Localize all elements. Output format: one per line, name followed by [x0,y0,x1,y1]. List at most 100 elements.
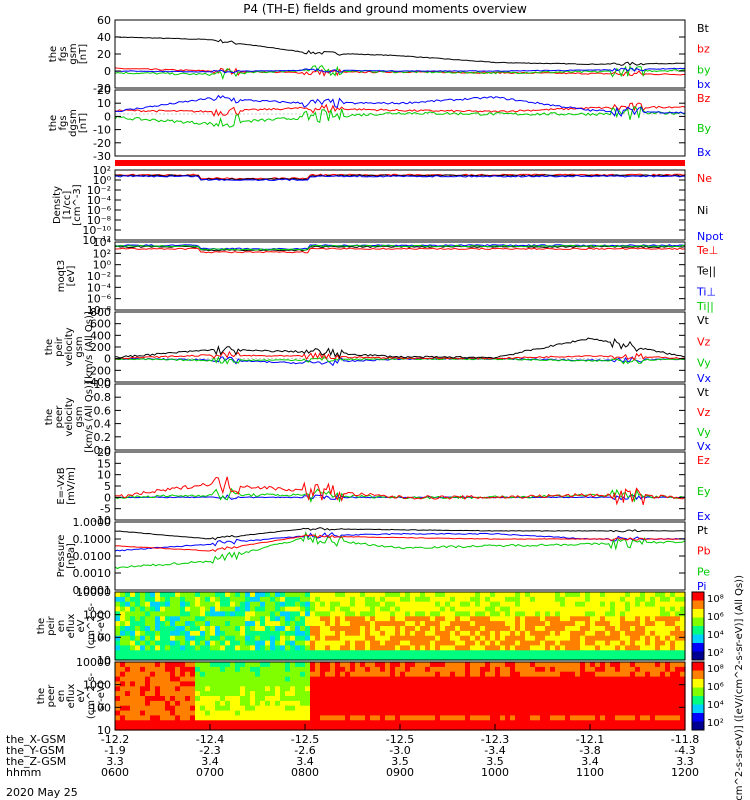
spectrogram-cell [320,671,326,678]
spectrogram-cell [590,710,596,717]
spectrogram-cell [430,725,436,731]
spectrogram-cell [530,700,536,707]
spectrogram-cell [435,725,441,731]
spectrogram-cell [250,596,256,603]
spectrogram-cell [125,715,131,721]
spectrogram-cell [630,635,636,642]
spectrogram-cell [195,700,201,707]
spectrogram-cell [475,700,481,707]
spectrogram-cell [460,662,466,668]
spectrogram-cell [500,725,506,731]
spectrogram-cell [150,621,156,627]
legend-entry: Bx [697,146,712,159]
spectrogram-cell [145,611,151,617]
spectrogram-cell [450,681,456,687]
spectrogram-cell [190,700,196,707]
spectrogram-cell [530,686,536,692]
spectrogram-cell [415,606,421,613]
y-tick-label: 1000 [83,609,111,622]
spectrogram-cell [450,671,456,678]
spectrogram-cell [605,592,611,598]
spectrogram-cell [590,691,596,697]
spectrogram-cell [360,601,366,608]
spectrogram-cell [135,725,141,731]
spectrogram-cell [450,720,456,726]
spectrogram-cell [170,671,176,678]
spectrogram-cell [350,611,356,617]
spectrogram-cell [330,635,336,642]
spectrogram-cell [330,630,336,637]
spectrogram-cell [145,671,151,678]
spectrogram-cell [535,621,541,627]
spectrogram-cell [145,655,151,661]
spectrogram-cell [420,671,426,678]
spectrogram-cell [290,650,296,656]
spectrogram-cell [150,715,156,721]
spectrogram-cell [320,645,326,651]
spectrogram-cell [660,700,666,707]
spectrogram-cell [305,676,311,683]
spectrogram-cell [140,635,146,642]
spectrogram-cell [255,592,261,598]
colorbar-tick-label: 10⁶ [707,612,724,623]
spectrogram-cell [565,640,571,647]
spectrogram-cell [540,662,546,668]
spectrogram-cell [250,686,256,692]
spectrogram-cell [680,601,686,608]
spectrogram-cell [600,621,606,627]
spectrogram-cell [460,645,466,651]
spectrogram-cell [550,662,556,668]
spectrogram-cell [185,645,191,651]
spectrogram-cell [310,635,316,642]
spectrogram-cell [505,662,511,668]
spectrogram-cell [535,715,541,721]
spectrogram-cell [220,676,226,683]
spectrogram-cell [530,681,536,687]
spectrogram-cell [655,616,661,622]
spectrogram-cell [175,681,181,687]
spectrogram-cell [325,635,331,642]
spectrogram-cell [315,596,321,603]
spectrogram-cell [285,676,291,683]
spectrogram-cell [465,686,471,692]
spectrogram-cell [250,606,256,613]
spectrogram-cell [205,676,211,683]
spectrogram-cell [600,700,606,707]
spectrogram-cell [620,686,626,692]
spectrogram-cell [590,681,596,687]
spectrogram-cell [490,700,496,707]
spectrogram-cell [620,696,626,702]
y-axis-label: thepeirvelocitygsm[km/s (All Qs)] [44,311,95,383]
spectrogram-cell [565,626,571,632]
spectrogram-cell [625,725,631,731]
spectrogram-cell [325,596,331,603]
spectrogram-cell [395,626,401,632]
spectrogram-cell [250,650,256,656]
spectrogram-cell [160,662,166,668]
y-tick-label: 10⁻² [87,270,111,283]
spectrogram-cell [175,645,181,651]
spectrogram-cell [205,666,211,673]
spectrogram-cell [425,662,431,668]
spectrogram-cell [220,705,226,712]
spectrogram-cell [600,696,606,702]
spectrogram-cell [430,715,436,721]
spectrogram-cell [600,705,606,712]
spectrogram-cell [365,650,371,656]
spectrogram-cell [535,681,541,687]
y-tick-label: 0.1000 [73,533,112,546]
spectrogram-cell [595,720,601,726]
spectrogram-cell [245,655,251,661]
spectrogram-cell [530,640,536,647]
spectrogram-cell [660,715,666,721]
spectrogram-cell [230,725,236,731]
spectrogram-cell [650,725,656,731]
panel-6: 1.00.80.60.40.20.0thepeervelocitygsm[km/… [44,378,712,457]
spectrogram-cell [325,705,331,712]
spectrogram-cell [280,681,286,687]
spectrogram-cell [670,720,676,726]
spectrogram-cell [260,681,266,687]
spectrogram-cell [530,715,536,721]
spectrogram-cell [325,686,331,692]
spectrogram-cell [115,650,121,656]
